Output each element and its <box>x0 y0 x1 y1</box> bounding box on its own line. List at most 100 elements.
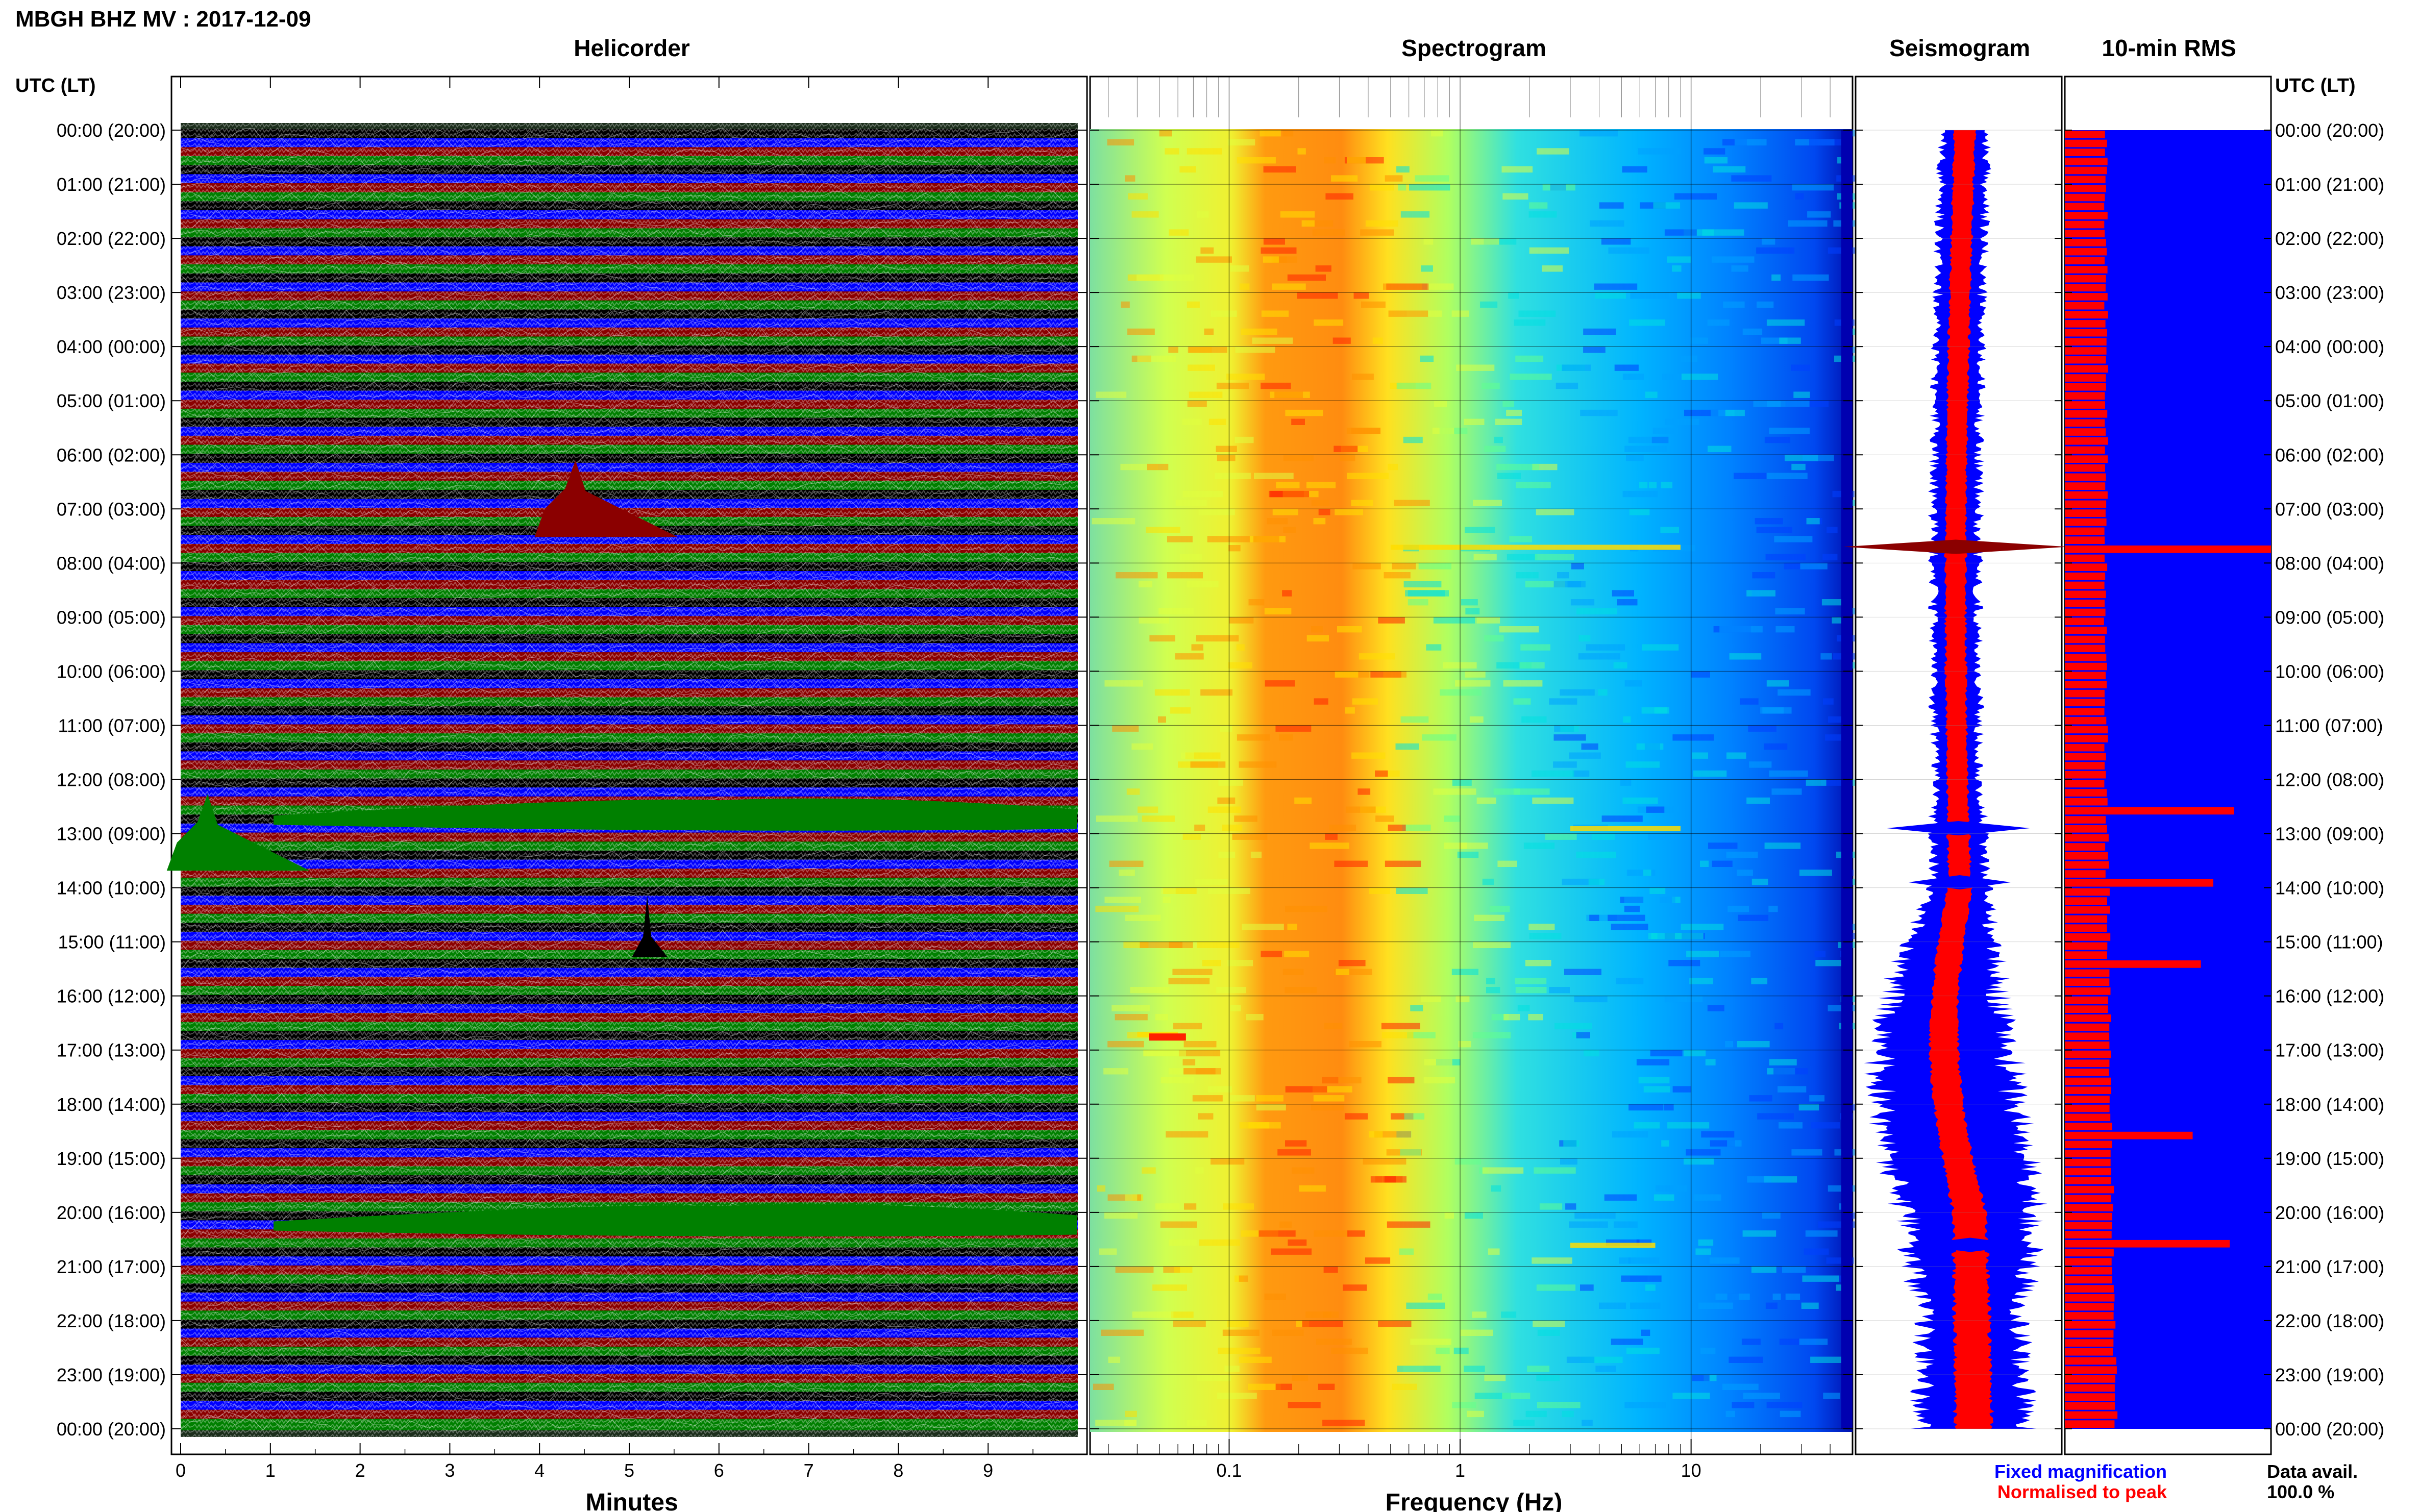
rms-bar <box>2065 753 2106 761</box>
spectrogram-cell <box>1395 743 1419 750</box>
spectrogram-cell <box>1715 1293 1750 1300</box>
spectrogram-cell <box>1331 175 1358 182</box>
spectrogram-cell <box>1246 1014 1264 1021</box>
rms-bar <box>2065 942 2108 950</box>
spectrogram-cell <box>1204 328 1214 335</box>
spectrogram-cell <box>1275 725 1312 732</box>
spectrogram-cell <box>1516 482 1551 488</box>
spectrogram-cell <box>1614 364 1639 371</box>
spectrogram-cell <box>1502 1393 1531 1399</box>
spectrogram-cell <box>1096 391 1127 398</box>
rms-bar <box>2065 1204 2113 1211</box>
spectrogram-cell <box>1147 463 1169 470</box>
time-label-right: 14:00 (10:00) <box>2275 878 2384 899</box>
spectrogram-cell <box>1554 1023 1592 1030</box>
rms-bar <box>2065 446 2105 454</box>
spectrogram-cell <box>1473 554 1497 561</box>
rms-bar <box>2065 716 2107 725</box>
time-label-right: 23:00 (19:00) <box>2275 1365 2384 1385</box>
time-label-right: 03:00 (23:00) <box>2275 282 2384 303</box>
spectrogram-cell <box>1645 1284 1656 1291</box>
spectrogram-cell <box>1474 1393 1511 1399</box>
rms-bar <box>2065 356 2106 364</box>
spectrogram-cell <box>1731 175 1772 182</box>
spectrogram-cell <box>1486 978 1495 984</box>
spectrogram-cell <box>1778 1086 1807 1093</box>
spectrogram-cell <box>1174 1266 1193 1273</box>
rms-bar <box>2065 193 2105 202</box>
spectrogram-cell <box>1452 1402 1476 1408</box>
spectrogram-cell <box>1664 1104 1674 1111</box>
spectrogram-cell <box>1125 175 1136 182</box>
spectrogram-cell <box>1815 960 1850 966</box>
spectrogram-cell <box>1455 996 1470 1003</box>
spectrogram-cell <box>1804 1248 1829 1255</box>
spectrogram-cell <box>1521 716 1547 723</box>
spectrogram-cell <box>1283 455 1314 461</box>
time-label-left: 17:00 (13:00) <box>57 1040 166 1061</box>
rms-bar <box>2065 726 2108 734</box>
spectrogram-cell <box>1692 752 1708 759</box>
spectrogram-cell <box>1270 490 1310 498</box>
time-label-right: 21:00 (17:00) <box>2275 1256 2384 1277</box>
spectrogram-cell <box>1095 905 1139 912</box>
time-label-right: 04:00 (00:00) <box>2275 336 2384 357</box>
time-label-left: 02:00 (22:00) <box>57 228 166 249</box>
spectrogram-cell <box>1285 1140 1307 1147</box>
spectrogram-cell <box>1705 1059 1716 1065</box>
spectrogram-cell <box>1403 581 1442 588</box>
rms-bar <box>2065 464 2105 472</box>
spectrogram-cell <box>1230 1005 1241 1011</box>
spectrogram-cell <box>1343 1284 1367 1291</box>
spectrogram-cell <box>1537 1329 1560 1336</box>
spectrogram-cell <box>1427 283 1454 290</box>
spectrogram-cell <box>1404 1113 1425 1120</box>
rms-bar <box>2065 1339 2114 1347</box>
time-label-right: 08:00 (04:00) <box>2275 553 2384 574</box>
spectrogram-cell <box>1180 752 1194 759</box>
spectrogram-cell <box>1583 328 1616 335</box>
spectrogram-cell <box>1791 364 1810 371</box>
spectrogram-cell <box>1742 1230 1776 1237</box>
spectrogram-cell <box>1323 1266 1338 1273</box>
spectrogram-cell <box>1751 878 1768 885</box>
spectrogram-cell <box>1648 482 1657 488</box>
spectrogram-cell <box>1686 951 1719 957</box>
spectrogram-cell <box>1582 1420 1593 1426</box>
spectrogram-cell <box>1197 211 1209 218</box>
spectrogram-cell <box>1580 1284 1594 1291</box>
rms-bar <box>2065 1267 2112 1275</box>
time-label-left: 23:00 (19:00) <box>57 1365 166 1385</box>
rms-bar <box>2065 743 2105 752</box>
spectrogram-cell <box>1651 933 1682 939</box>
rms-bar <box>2065 410 2108 418</box>
rms-bar <box>2065 617 2104 626</box>
rms-bar <box>2065 825 2107 833</box>
spectrogram-cell <box>1810 1356 1850 1363</box>
spectrogram-cell <box>1360 229 1394 236</box>
spectrogram-cell <box>1502 401 1514 407</box>
time-label-left: 03:00 (23:00) <box>57 282 166 303</box>
data-availability-value: 100.0 % <box>2267 1481 2334 1502</box>
rms-bar <box>2065 1249 2114 1257</box>
spectrogram-cell <box>1242 924 1284 930</box>
spectrogram-xtick-label: 10 <box>1681 1460 1701 1481</box>
spectrogram-cell <box>1769 1059 1797 1065</box>
rms-bar <box>2065 220 2105 229</box>
spectrogram-cell <box>1208 1086 1232 1093</box>
spectrogram-cell <box>1352 698 1378 705</box>
spectrogram-cell <box>1708 445 1732 452</box>
spectrogram-cell <box>1684 1158 1714 1165</box>
spectrogram-cell <box>1636 1059 1670 1065</box>
spectrogram-cell <box>1823 1393 1840 1399</box>
spectrogram-cell <box>1549 698 1577 705</box>
spectrogram-cell <box>1288 1402 1321 1408</box>
rms-bar <box>2065 1348 2113 1356</box>
spectrogram-cell <box>1513 1420 1535 1426</box>
rms-bar <box>2065 293 2108 301</box>
spectrogram-cell <box>1742 328 1763 335</box>
spectrogram-cell <box>1536 1375 1560 1381</box>
rms-bar <box>2065 1185 2114 1194</box>
rms-bar <box>2065 1104 2110 1112</box>
spectrogram-cell <box>1228 662 1252 669</box>
